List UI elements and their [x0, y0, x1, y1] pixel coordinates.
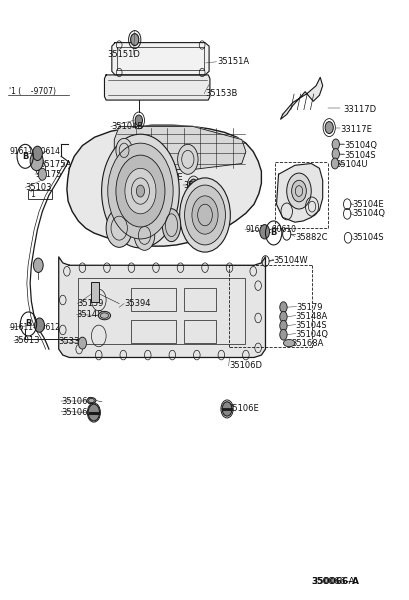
Text: 35106B: 35106B [61, 397, 93, 406]
Text: B: B [270, 229, 276, 238]
Bar [91, 282, 99, 302]
Circle shape [222, 402, 231, 416]
Circle shape [136, 185, 144, 197]
Text: 35104Q: 35104Q [343, 141, 376, 150]
Text: 35175: 35175 [35, 170, 62, 179]
Text: '1: '1 [29, 190, 36, 199]
Polygon shape [280, 77, 322, 119]
Circle shape [279, 329, 286, 340]
Circle shape [167, 171, 175, 182]
Ellipse shape [98, 311, 110, 320]
Bar [131, 320, 176, 343]
Polygon shape [114, 127, 245, 170]
Text: 35106D: 35106D [229, 361, 262, 370]
Bar [131, 288, 176, 311]
Circle shape [279, 311, 286, 322]
Circle shape [184, 185, 225, 245]
Polygon shape [276, 164, 322, 222]
Text: 35882C: 35882C [294, 233, 327, 242]
Text: 35103: 35103 [25, 183, 52, 192]
Text: 35175A: 35175A [39, 160, 72, 169]
Circle shape [331, 139, 339, 150]
Text: B: B [25, 319, 31, 328]
Circle shape [286, 173, 310, 209]
Text: 35151A: 35151A [217, 57, 249, 66]
Circle shape [135, 115, 142, 126]
Circle shape [116, 139, 132, 163]
Text: B: B [22, 152, 28, 161]
Text: 35336: 35336 [58, 337, 85, 346]
Polygon shape [104, 75, 209, 100]
Text: 91611-60614: 91611-60614 [10, 147, 61, 156]
Circle shape [330, 158, 338, 169]
Polygon shape [67, 125, 261, 246]
Text: 35148: 35148 [76, 310, 103, 319]
Circle shape [134, 220, 154, 250]
Text: 35151D: 35151D [107, 50, 139, 59]
Ellipse shape [87, 398, 96, 404]
Circle shape [38, 169, 46, 180]
Text: 35148A: 35148A [295, 312, 327, 321]
Circle shape [324, 122, 333, 134]
Circle shape [101, 134, 179, 248]
Text: 35104B: 35104B [111, 122, 143, 131]
Text: 30500E: 30500E [151, 173, 182, 182]
Circle shape [34, 318, 44, 332]
Circle shape [88, 404, 99, 421]
Text: 35104Q: 35104Q [351, 209, 384, 218]
Bar [183, 320, 216, 343]
Text: 35104E: 35104E [351, 200, 383, 209]
Bar [78, 278, 245, 344]
Circle shape [259, 224, 269, 239]
Text: 35104S: 35104S [351, 233, 383, 242]
Circle shape [179, 178, 230, 252]
Circle shape [108, 143, 173, 239]
Text: 33117D: 33117D [342, 105, 375, 114]
Circle shape [177, 145, 198, 174]
Bar [183, 288, 216, 311]
Text: '1 (    -9707): '1 ( -9707) [9, 87, 56, 96]
Text: 35148: 35148 [182, 181, 209, 190]
Circle shape [279, 302, 286, 313]
Text: 35159: 35159 [77, 299, 103, 308]
Text: 35104S: 35104S [343, 151, 375, 160]
Circle shape [130, 34, 139, 46]
Circle shape [189, 179, 197, 191]
Circle shape [33, 258, 43, 272]
Circle shape [125, 169, 155, 214]
Text: 35179: 35179 [296, 303, 322, 312]
Ellipse shape [162, 209, 180, 242]
Text: 35106E: 35106E [227, 404, 258, 413]
Polygon shape [112, 43, 209, 75]
Circle shape [32, 146, 42, 161]
Text: 35104Q: 35104Q [295, 330, 328, 339]
Text: 35394: 35394 [124, 299, 150, 308]
Circle shape [331, 149, 339, 160]
Text: 91611-60612: 91611-60612 [10, 323, 61, 332]
Text: 35106A: 35106A [61, 408, 93, 417]
Text: 33117E: 33117E [339, 125, 371, 134]
Ellipse shape [283, 340, 294, 347]
Circle shape [78, 337, 86, 349]
Circle shape [291, 180, 306, 202]
Text: 35104U: 35104U [335, 160, 367, 169]
Text: 350066-A: 350066-A [310, 577, 354, 586]
Circle shape [279, 320, 286, 331]
Text: 350066-A: 350066-A [310, 577, 358, 586]
Text: 35104W: 35104W [273, 256, 308, 265]
Text: 91611-60610: 91611-60610 [245, 225, 296, 234]
Text: 35013: 35013 [14, 336, 40, 345]
Text: 35104S: 35104S [295, 321, 326, 330]
Text: 35153B: 35153B [204, 89, 237, 98]
Circle shape [30, 152, 43, 170]
Text: 35168A: 35168A [290, 339, 322, 348]
Bar [28, 190, 52, 199]
Circle shape [106, 209, 132, 247]
Circle shape [191, 196, 218, 234]
Circle shape [116, 155, 164, 227]
Polygon shape [58, 257, 265, 358]
